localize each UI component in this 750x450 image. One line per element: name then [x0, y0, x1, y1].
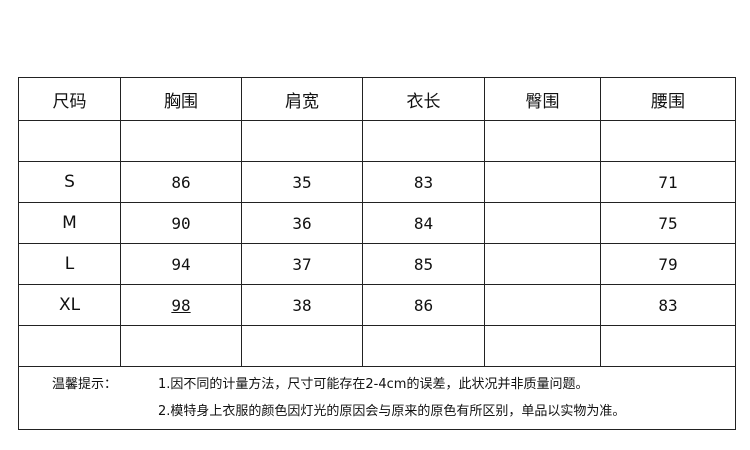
- table-cell: 75: [600, 202, 736, 244]
- table-cell: 71: [600, 161, 736, 203]
- table-cell: [484, 325, 601, 367]
- table-cell: [120, 325, 242, 367]
- table-cell: [362, 120, 485, 162]
- header-waist: 腰围: [600, 77, 736, 121]
- table-row: S 86 35 83 71: [18, 161, 736, 203]
- table-cell: [18, 325, 121, 367]
- table-cell: XL: [18, 284, 121, 326]
- table-cell: 83: [362, 161, 485, 203]
- table-row: M 90 36 84 75: [18, 202, 736, 244]
- note-item: 2.模特身上衣服的颜色因灯光的原因会与原来的原色有所区别，单品以实物为准。: [158, 404, 626, 419]
- header-shoulder: 肩宽: [241, 77, 363, 121]
- table-cell: 98: [120, 284, 242, 326]
- header-chest: 胸围: [120, 77, 242, 121]
- table-cell: [241, 120, 363, 162]
- table-row: [18, 120, 736, 162]
- table-cell: L: [18, 243, 121, 285]
- header-row: 尺码 胸围 肩宽 衣长 臀围 腰围: [18, 77, 736, 121]
- table-cell: 35: [241, 161, 363, 203]
- notes-label: 温馨提示：: [52, 377, 118, 392]
- table-row: XL 98 38 86 83: [18, 284, 736, 326]
- header-length: 衣长: [362, 77, 485, 121]
- table-cell: 37: [241, 243, 363, 285]
- table-cell: [600, 325, 736, 367]
- table-cell: 79: [600, 243, 736, 285]
- note-item: 1.因不同的计量方法，尺寸可能存在2-4cm的误差，此状况并非质量问题。: [158, 377, 589, 392]
- table-cell: S: [18, 161, 121, 203]
- table-cell: 83: [600, 284, 736, 326]
- table-cell: [362, 325, 485, 367]
- size-chart-table: 尺码 胸围 肩宽 衣长 臀围 腰围 S 86 35 83 71 M 90 36 84 75 L 94 3…: [18, 77, 736, 430]
- table-cell: [18, 120, 121, 162]
- table-cell: [120, 120, 242, 162]
- notes-row: 温馨提示： 1.因不同的计量方法，尺寸可能存在2-4cm的误差，此状况并非质量问…: [18, 366, 736, 430]
- table-cell: [484, 284, 601, 326]
- table-cell: [484, 202, 601, 244]
- table-cell: 84: [362, 202, 485, 244]
- table-cell: [484, 120, 601, 162]
- header-hip: 臀围: [484, 77, 601, 121]
- table-cell: 85: [362, 243, 485, 285]
- table-row: [18, 325, 736, 367]
- table-cell: [241, 325, 363, 367]
- table-cell: 86: [362, 284, 485, 326]
- table-row: L 94 37 85 79: [18, 243, 736, 285]
- table-cell: 36: [241, 202, 363, 244]
- table-cell: M: [18, 202, 121, 244]
- table-cell: [600, 120, 736, 162]
- table-cell: [484, 161, 601, 203]
- table-cell: 86: [120, 161, 242, 203]
- table-cell: 38: [241, 284, 363, 326]
- header-size: 尺码: [18, 77, 121, 121]
- table-cell: 94: [120, 243, 242, 285]
- table-cell: 90: [120, 202, 242, 244]
- table-cell: [484, 243, 601, 285]
